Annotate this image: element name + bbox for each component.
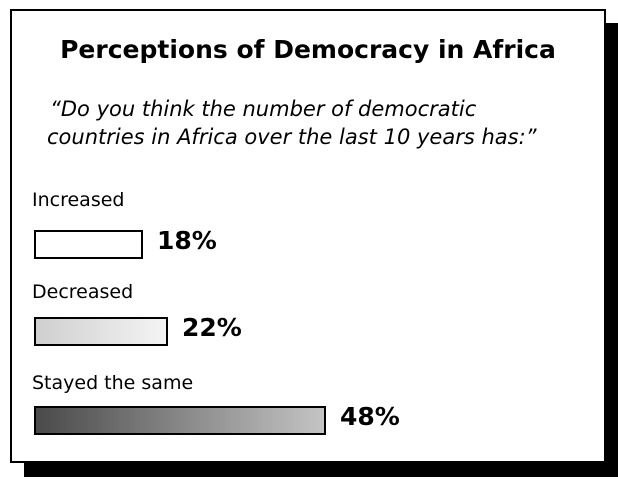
value-label-stayed-the-same: 48%	[340, 402, 400, 431]
subtitle-line-2: countries in Africa over the last 10 yea…	[47, 125, 537, 149]
value-label-increased: 18%	[157, 226, 217, 255]
bar-decreased	[34, 317, 168, 346]
subtitle-line-1: “Do you think the number of democratic	[50, 97, 477, 121]
chart-subtitle: “Do you think the number of democratic c…	[47, 95, 590, 151]
bar-stayed-the-same	[34, 406, 326, 435]
chart-frame: Perceptions of Democracy in Africa “Do y…	[10, 9, 606, 463]
value-label-decreased: 22%	[182, 313, 242, 342]
chart-title: Perceptions of Democracy in Africa	[60, 35, 556, 64]
category-label-decreased: Decreased	[32, 281, 134, 303]
bar-increased	[34, 230, 143, 259]
category-label-increased: Increased	[32, 189, 125, 211]
category-label-stayed-the-same: Stayed the same	[32, 372, 194, 394]
